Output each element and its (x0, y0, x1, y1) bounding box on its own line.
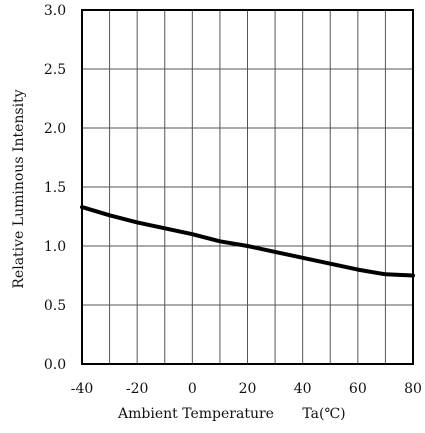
y-tick-label: 2.0 (44, 121, 66, 137)
y-tick-label: 0.5 (44, 298, 66, 314)
x-tick-label: -20 (126, 381, 149, 397)
y-tick-label: 1.5 (44, 180, 66, 196)
grid-lines (82, 10, 413, 364)
plot-frame (81, 9, 414, 365)
x-tick-label: 0 (188, 381, 197, 397)
series-layer (80, 205, 415, 278)
x-tick-label: 20 (239, 381, 257, 397)
y-tick-labels: 0.0 0.5 1.0 1.5 2.0 2.5 3.0 (44, 3, 66, 373)
y-tick-label: 0.0 (44, 357, 66, 373)
x-axis-title: Ambient Temperature (117, 406, 274, 422)
x-tick-label: 40 (294, 381, 312, 397)
x-tick-label: -40 (71, 381, 94, 397)
x-axis-unit: Ta(℃) (302, 406, 345, 422)
x-tick-label: 60 (349, 381, 367, 397)
y-tick-label: 2.5 (44, 62, 66, 78)
series-line (80, 205, 415, 278)
y-tick-label: 3.0 (44, 3, 66, 19)
x-tick-label: 80 (404, 381, 422, 397)
x-tick-labels: -40 -20 0 20 40 60 80 (71, 381, 422, 397)
y-axis-title: Relative Luminous Intensity (11, 89, 27, 288)
y-tick-label: 1.0 (44, 239, 66, 255)
